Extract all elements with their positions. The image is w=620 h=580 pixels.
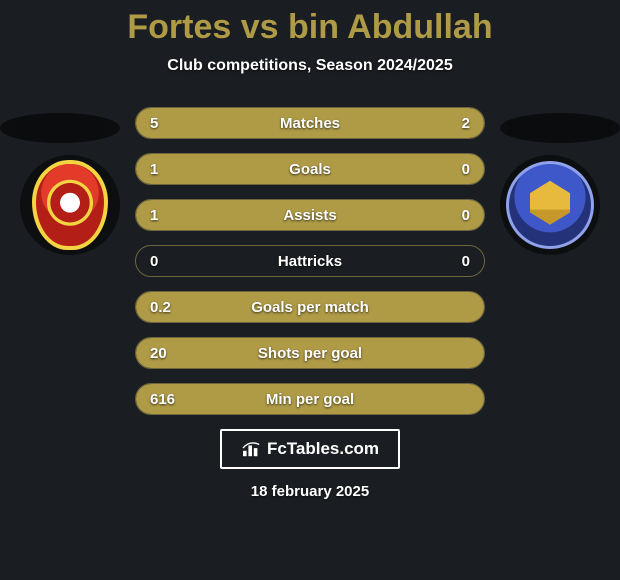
comparison-bars: 5Matches21Goals01Assists00Hattricks00.2G… bbox=[135, 95, 485, 415]
footer-date: 18 february 2025 bbox=[0, 483, 620, 500]
bar-label: Min per goal bbox=[136, 384, 484, 415]
brand-box: FcTables.com bbox=[220, 429, 400, 469]
shadow-right bbox=[500, 113, 620, 143]
page-subtitle: Club competitions, Season 2024/2025 bbox=[0, 57, 620, 75]
bar-row: 616Min per goal bbox=[135, 383, 485, 415]
player-left-badge bbox=[20, 155, 120, 255]
bar-row: 1Goals0 bbox=[135, 153, 485, 185]
bar-label: Shots per goal bbox=[136, 338, 484, 369]
bar-label: Matches bbox=[136, 108, 484, 139]
bar-value-right: 0 bbox=[462, 200, 470, 231]
bar-chart-icon bbox=[241, 440, 263, 458]
crest-left-icon bbox=[32, 160, 108, 250]
shadow-left bbox=[0, 113, 120, 143]
brand-text: FcTables.com bbox=[267, 439, 379, 459]
player-right-badge bbox=[500, 155, 600, 255]
comparison-stage: 5Matches21Goals01Assists00Hattricks00.2G… bbox=[0, 95, 620, 415]
bar-label: Assists bbox=[136, 200, 484, 231]
bar-value-right: 0 bbox=[462, 154, 470, 185]
bar-label: Goals bbox=[136, 154, 484, 185]
bar-row: 0Hattricks0 bbox=[135, 245, 485, 277]
bar-row: 20Shots per goal bbox=[135, 337, 485, 369]
bar-row: 5Matches2 bbox=[135, 107, 485, 139]
bar-value-right: 2 bbox=[462, 108, 470, 139]
bar-row: 1Assists0 bbox=[135, 199, 485, 231]
bar-label: Hattricks bbox=[136, 246, 484, 277]
bar-value-right: 0 bbox=[462, 246, 470, 277]
bar-label: Goals per match bbox=[136, 292, 484, 323]
page-title: Fortes vs bin Abdullah bbox=[0, 0, 620, 47]
crest-right-icon bbox=[506, 161, 594, 249]
bar-row: 0.2Goals per match bbox=[135, 291, 485, 323]
